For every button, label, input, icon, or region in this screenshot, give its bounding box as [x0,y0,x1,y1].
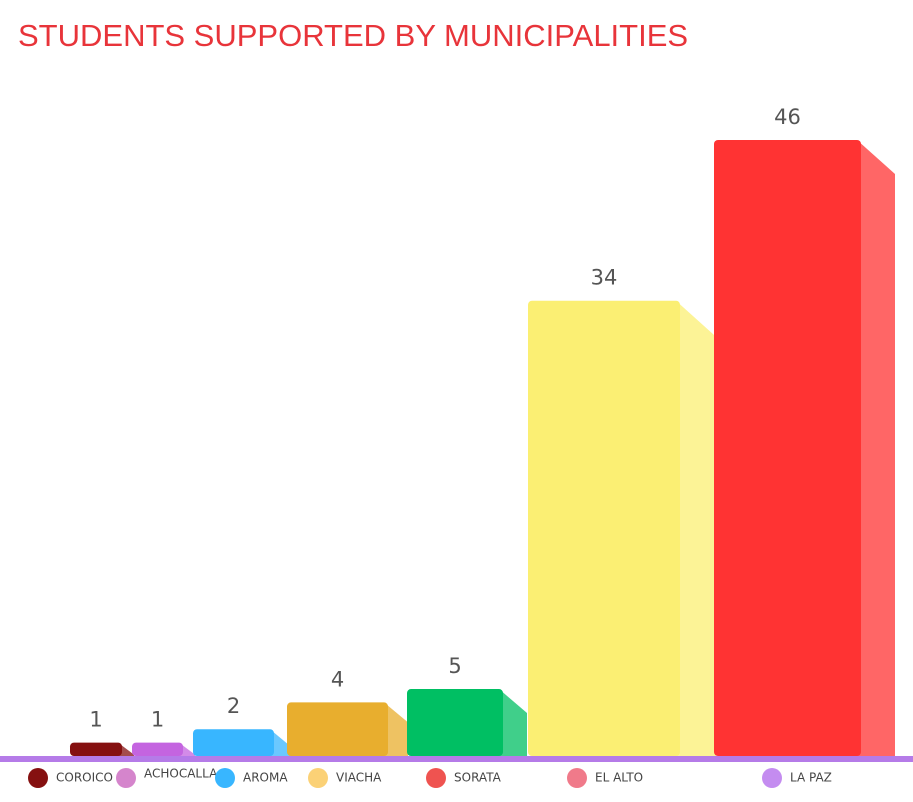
value-label: 5 [448,654,461,678]
legend-swatch [567,768,587,788]
bar-side [676,300,716,756]
legend-swatch [308,768,328,788]
legend-swatch [215,768,235,788]
bar [407,689,503,756]
legend-swatch [762,768,782,788]
value-label: 1 [89,708,102,732]
value-label: 46 [774,105,801,129]
chart-title: STUDENTS SUPPORTED BY MUNICIPALITIES [18,18,688,53]
bar [132,742,183,756]
bar [193,729,274,756]
legend-label: SORATA [454,771,502,785]
legend-label: COROICO [56,771,113,785]
value-label: 34 [591,266,618,290]
legend-label: EL ALTO [595,771,643,785]
baseline [0,756,913,762]
bar [714,140,861,756]
bar-side [384,702,408,756]
value-label: 1 [151,708,164,732]
legend-swatch [426,768,446,788]
bar [287,702,388,756]
legend-swatch [28,768,48,788]
legend-label: AROMA [243,771,288,785]
legend-label: VIACHA [336,771,382,785]
legend-label: ACHOCALLA [144,767,218,781]
value-label: 2 [227,694,240,718]
bar-side [499,689,527,756]
bar-side [118,742,134,756]
value-label: 4 [331,667,344,691]
bar [70,742,122,756]
legend-label: LA PAZ [790,771,832,785]
bar-side [179,742,195,756]
bar-side [857,140,895,756]
legend-swatch [116,768,136,788]
bar [528,300,680,756]
